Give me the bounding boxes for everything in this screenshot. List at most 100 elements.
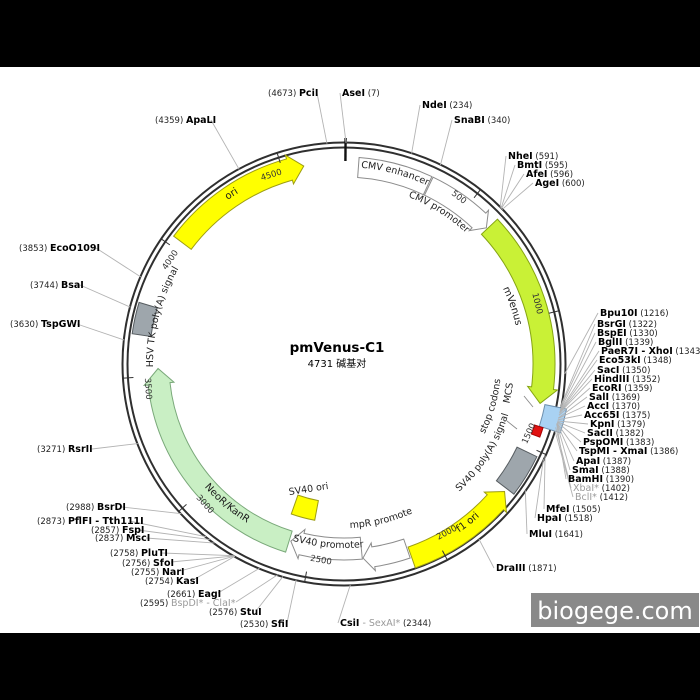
leader-bsrdi bbox=[121, 506, 182, 515]
enzyme-site-nhei: NheI (591) bbox=[508, 151, 558, 162]
feature-label-mcs: MCS bbox=[502, 382, 516, 404]
feature-cmv-promoter bbox=[423, 176, 490, 232]
enzyme-site-nari: (2755) NarI bbox=[131, 567, 185, 578]
leader-bspei bbox=[560, 332, 596, 408]
enzyme-site-apali: (4359) ApaLI bbox=[155, 115, 216, 126]
enzyme-site-asei: AseI (7) bbox=[342, 88, 380, 99]
leader-xbai- bbox=[555, 427, 572, 489]
feature-neor-kanr bbox=[142, 367, 293, 553]
enzyme-site-bglii: BglII (1339) bbox=[598, 337, 653, 348]
leader-saci bbox=[559, 369, 596, 413]
feature-ori bbox=[172, 153, 305, 251]
enzyme-site-xbai-: XbaI* (1402) bbox=[573, 483, 630, 494]
leader-smai bbox=[556, 423, 571, 471]
tick-4000 bbox=[161, 238, 171, 246]
leader-lines bbox=[76, 92, 600, 624]
enzyme-site-pluti: (2758) PluTI bbox=[110, 548, 168, 559]
enzyme-site-bsrdi: (2988) BsrDI bbox=[66, 502, 126, 513]
plasmid-size: 4731 碱基对 bbox=[308, 357, 367, 370]
enzyme-site-ecoo109i: (3853) EcoO109I bbox=[19, 243, 100, 254]
leader-sacii bbox=[557, 421, 586, 434]
enzyme-site-sfii: (2530) SfiI bbox=[240, 619, 288, 630]
enzyme-site-rsrii: (3271) RsrII bbox=[37, 444, 93, 455]
enzyme-site-saci: SacI (1350) bbox=[597, 365, 650, 376]
tick-1000 bbox=[548, 310, 559, 314]
enzyme-site-snabi: SnaBI (340) bbox=[454, 115, 510, 126]
leader-bmti bbox=[500, 164, 516, 209]
enzyme-site-sacii: SacII (1382) bbox=[587, 428, 644, 439]
leader-acc65i bbox=[557, 414, 583, 421]
enzyme-site-bmti: BmtI (595) bbox=[517, 160, 568, 171]
enzyme-site-msci: (2837) MscI bbox=[95, 533, 150, 544]
watermark-background bbox=[531, 593, 699, 627]
plasmid-backbone bbox=[121, 141, 567, 587]
watermark: biogege.com bbox=[531, 593, 699, 627]
feature-shapes bbox=[131, 153, 568, 573]
leader-mfei bbox=[543, 455, 546, 510]
feature-sv40-promoter bbox=[290, 528, 363, 561]
enzyme-site-bsai: (3744) BsaI bbox=[30, 280, 84, 291]
feature-hsv-tk-poly-a-signal bbox=[131, 301, 158, 338]
tick-label-3500: 3500 bbox=[142, 378, 153, 400]
watermark-text: biogege.com bbox=[537, 597, 692, 625]
enzyme-site-smai: SmaI (1388) bbox=[572, 465, 630, 476]
leader-nhei bbox=[499, 155, 507, 208]
tick-2000 bbox=[442, 550, 448, 560]
leader-fspi bbox=[137, 529, 210, 541]
enzyme-site-eagi: (2661) EagI bbox=[167, 589, 221, 600]
tick-1500 bbox=[536, 449, 546, 455]
leader-apai bbox=[556, 423, 575, 462]
enzyme-site-hpai: HpaI (1518) bbox=[537, 513, 593, 524]
enzyme-site-apai: ApaI (1387) bbox=[576, 456, 631, 467]
leader-acci bbox=[558, 405, 586, 419]
enzyme-site-eco53ki: Eco53kI (1348) bbox=[599, 355, 672, 366]
feature-sv40-poly-a-signal bbox=[495, 446, 538, 495]
leader-asei bbox=[339, 92, 347, 144]
enzyme-site-acc65i: Acc65I (1375) bbox=[584, 410, 650, 421]
leader-tspmi-xmai bbox=[556, 422, 578, 452]
enzyme-site-pflfi-tth111i: (2873) PflFI - Tth111I bbox=[37, 516, 144, 527]
leader-mlui bbox=[524, 490, 528, 535]
enzyme-site-mlui: MluI (1641) bbox=[529, 529, 583, 540]
leader-pflfi-tth111i bbox=[128, 520, 207, 538]
leader-bpu10i bbox=[564, 312, 599, 374]
leader-sfii bbox=[286, 579, 297, 624]
leader-ecoo109i bbox=[95, 247, 142, 278]
enzyme-site-sali: SalI (1369) bbox=[589, 392, 640, 403]
letterbox-top bbox=[0, 0, 700, 67]
tick-500 bbox=[473, 189, 481, 199]
feature-mvenus bbox=[480, 218, 559, 405]
leader-afei bbox=[500, 173, 525, 209]
leader-hpai bbox=[534, 459, 544, 519]
tick-3000 bbox=[178, 504, 187, 512]
enzyme-site-kpni: KpnI (1379) bbox=[590, 419, 645, 430]
leader-agei bbox=[501, 182, 534, 210]
enzyme-site-afei: AfeI (596) bbox=[526, 169, 573, 180]
leader-sali bbox=[558, 396, 588, 419]
leader-msci bbox=[145, 537, 215, 544]
enzyme-site-bcli-: BclI* (1412) bbox=[575, 492, 628, 503]
backbone-inner-circle bbox=[126, 146, 562, 582]
leader-tspgwi bbox=[76, 323, 125, 341]
enzyme-site-tspgwi: (3630) TspGWI bbox=[10, 319, 80, 330]
enzyme-site-paer7i-xhoi: PaeR7I - XhoI (1343) bbox=[601, 346, 700, 357]
leader-kpni bbox=[557, 420, 589, 425]
backbone-outer-circle bbox=[121, 141, 567, 587]
letterbox-bottom bbox=[0, 633, 700, 700]
leader-draiii bbox=[478, 538, 495, 569]
leader-stui bbox=[255, 576, 284, 612]
enzyme-site-pcii: (4673) PciI bbox=[268, 88, 318, 99]
leader-rsrii bbox=[91, 443, 138, 450]
tick-label-2500: 2500 bbox=[309, 554, 332, 568]
plasmid-title: pmVenus-C1 bbox=[290, 340, 385, 356]
tick-3500 bbox=[123, 377, 134, 379]
leader-eco53ki bbox=[559, 359, 598, 413]
leader-paer7i-xhoi bbox=[559, 350, 600, 411]
leader-ecori bbox=[558, 387, 591, 416]
leader-eagi bbox=[217, 567, 260, 594]
enzyme-site-tspmi-xmai: TspMI - XmaI (1386) bbox=[579, 446, 678, 457]
leader-mcs-label bbox=[523, 395, 534, 408]
